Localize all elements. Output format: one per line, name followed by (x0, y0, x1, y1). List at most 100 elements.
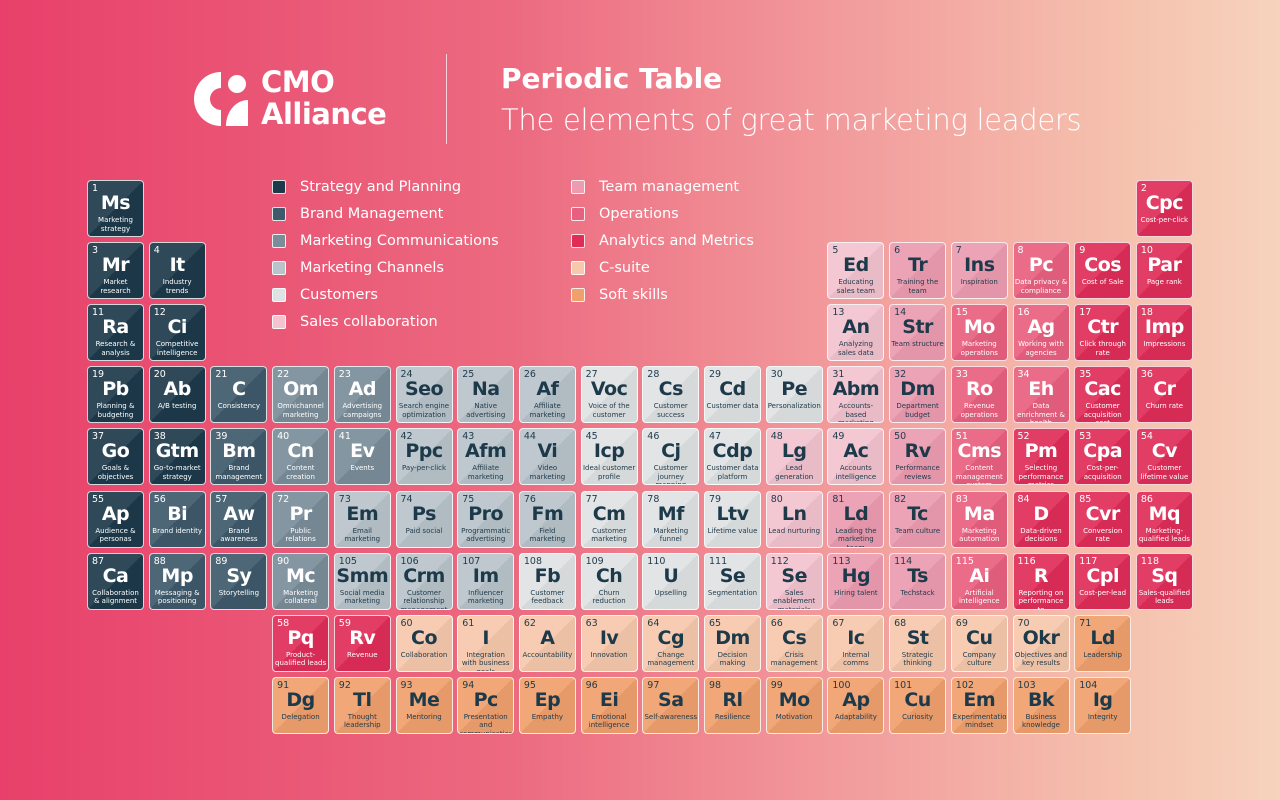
element-cell: 108 Fb Customer feedback (518, 552, 576, 610)
element-name: Conversion rate (1083, 526, 1123, 544)
legend-swatch (272, 234, 286, 248)
element-symbol: Mc (286, 564, 316, 587)
element-symbol: Cvr (1085, 502, 1121, 525)
element-number: 39 (215, 431, 228, 443)
element-number: 118 (1140, 555, 1160, 567)
element-cell: 54 Cv Customer lifetime value (1135, 428, 1193, 486)
legend-label: Brand Management (300, 206, 444, 222)
element-name: Crisis management (770, 650, 818, 668)
element-name: Thought leadership (343, 712, 381, 730)
element-symbol: Bi (167, 502, 188, 525)
element-number: 46 (647, 431, 660, 443)
element-number: 82 (894, 493, 907, 505)
element-number: 16 (1017, 307, 1030, 319)
element-number: 67 (832, 617, 845, 629)
element-cell: 49 Ac Accounts intelligence (827, 428, 885, 486)
element-name: Strategic thinking (901, 650, 934, 668)
element-symbol: Par (1147, 254, 1182, 277)
element-name: Native advertising (466, 402, 506, 419)
element-symbol: Pro (468, 502, 504, 525)
element-name: Customer feedback (530, 588, 565, 606)
element-symbol: Em (963, 688, 996, 711)
element-number: 98 (709, 679, 722, 691)
element-name: Customer lifetime value (1140, 464, 1189, 481)
element-number: 8 (1017, 245, 1024, 257)
element-cell: 78 Mf Marketing funnel (642, 490, 700, 548)
element-number: 12 (153, 307, 166, 319)
legend-label: Team management (599, 179, 740, 195)
element-number: 112 (770, 555, 789, 567)
element-name: Revenue (347, 650, 378, 659)
element-number: 38 (153, 431, 166, 443)
element-number: 52 (1017, 431, 1030, 443)
element-name: Brand identity (152, 526, 203, 535)
element-symbol: Mq (1148, 502, 1181, 525)
element-number: 27 (585, 369, 598, 381)
element-name: Public relations (285, 526, 316, 544)
element-name: Churn rate (1145, 402, 1184, 411)
element-cell: 7 Ins Inspiration (950, 242, 1008, 300)
element-number: 84 (1017, 493, 1030, 505)
element-symbol: Ap (101, 502, 130, 525)
element-name: Affiliate marketing (467, 464, 504, 481)
element-name: Brand awareness (220, 526, 258, 544)
element-cell: 21 C Consistency (210, 366, 268, 424)
element-number: 69 (955, 617, 968, 629)
element-cell: 13 An Analyzing sales data (827, 304, 885, 362)
element-number: 58 (277, 617, 290, 629)
element-symbol: Ppc (405, 440, 443, 463)
element-name: Lifetime value (707, 526, 758, 535)
element-name: Search engine optimization (398, 402, 450, 419)
element-symbol: Ig (1092, 688, 1113, 711)
element-number: 43 (462, 431, 475, 443)
element-name: Marketing collateral (283, 588, 319, 606)
element-name: Empathy (531, 712, 564, 721)
element-cell: 44 Vi Video marketing (518, 428, 576, 486)
element-cell: 89 Sy Storytelling (210, 552, 268, 610)
element-cell: 48 Lg Lead generation (765, 428, 823, 486)
legend-label: Marketing Communications (300, 233, 499, 249)
element-cell: 95 Ep Empathy (518, 676, 576, 734)
element-cell: 100 Ap Adaptability (827, 676, 885, 734)
element-cell: 65 Dm Decision making (704, 614, 761, 672)
element-number: 110 (647, 555, 666, 567)
element-cell: 83 Ma Marketing automation (950, 490, 1008, 548)
element-cell: 32 Dm Department budget (889, 366, 947, 424)
element-number: 44 (523, 431, 536, 443)
element-number: 22 (277, 369, 290, 381)
element-cell: 105 Smm Social media marketing (333, 552, 391, 610)
element-symbol: Cpl (1086, 564, 1119, 587)
element-name: Decision making (717, 650, 748, 668)
element-name: Customer data (706, 402, 759, 411)
element-number: 117 (1079, 555, 1098, 567)
element-number: 7 (955, 245, 962, 257)
element-number: 30 (770, 369, 783, 381)
element-cell: 53 Cpa Cost-per-acquisition (1074, 428, 1132, 486)
element-name: Team structure (891, 340, 944, 349)
element-number: 61 (462, 617, 475, 629)
element-name: Collaboration & alignment (92, 588, 139, 606)
element-symbol: Iv (599, 626, 619, 649)
element-symbol: Ac (843, 440, 869, 463)
element-number: 77 (585, 493, 598, 505)
legend-item-ss: Soft skills (571, 287, 668, 303)
brand-name: CMO Alliance (261, 66, 387, 130)
element-cell: 112 Se Sales enablement materials (765, 552, 823, 610)
element-symbol: Seo (404, 378, 444, 401)
element-name: Emotional intelligence (588, 712, 630, 730)
element-cell: 72 Pr Public relations (272, 490, 330, 548)
element-cell: 10 Par Page rank (1135, 242, 1193, 300)
element-number: 42 (400, 431, 413, 443)
element-number: 103 (1017, 679, 1036, 691)
element-name: Accounts-based marketing (838, 402, 874, 424)
element-name: Data-driven decisions (1020, 526, 1062, 544)
element-name: Voice of the customer (588, 402, 630, 419)
element-number: 87 (92, 555, 105, 567)
element-symbol: Ld (1090, 626, 1116, 649)
element-name: Personalization (767, 402, 821, 411)
element-cell: 47 Cdp Customer data platform (704, 428, 761, 486)
element-number: 73 (338, 493, 351, 505)
element-name: Page rank (1146, 278, 1182, 287)
element-name: Segmentation (707, 588, 758, 597)
element-cell: 93 Me Mentoring (395, 676, 453, 734)
